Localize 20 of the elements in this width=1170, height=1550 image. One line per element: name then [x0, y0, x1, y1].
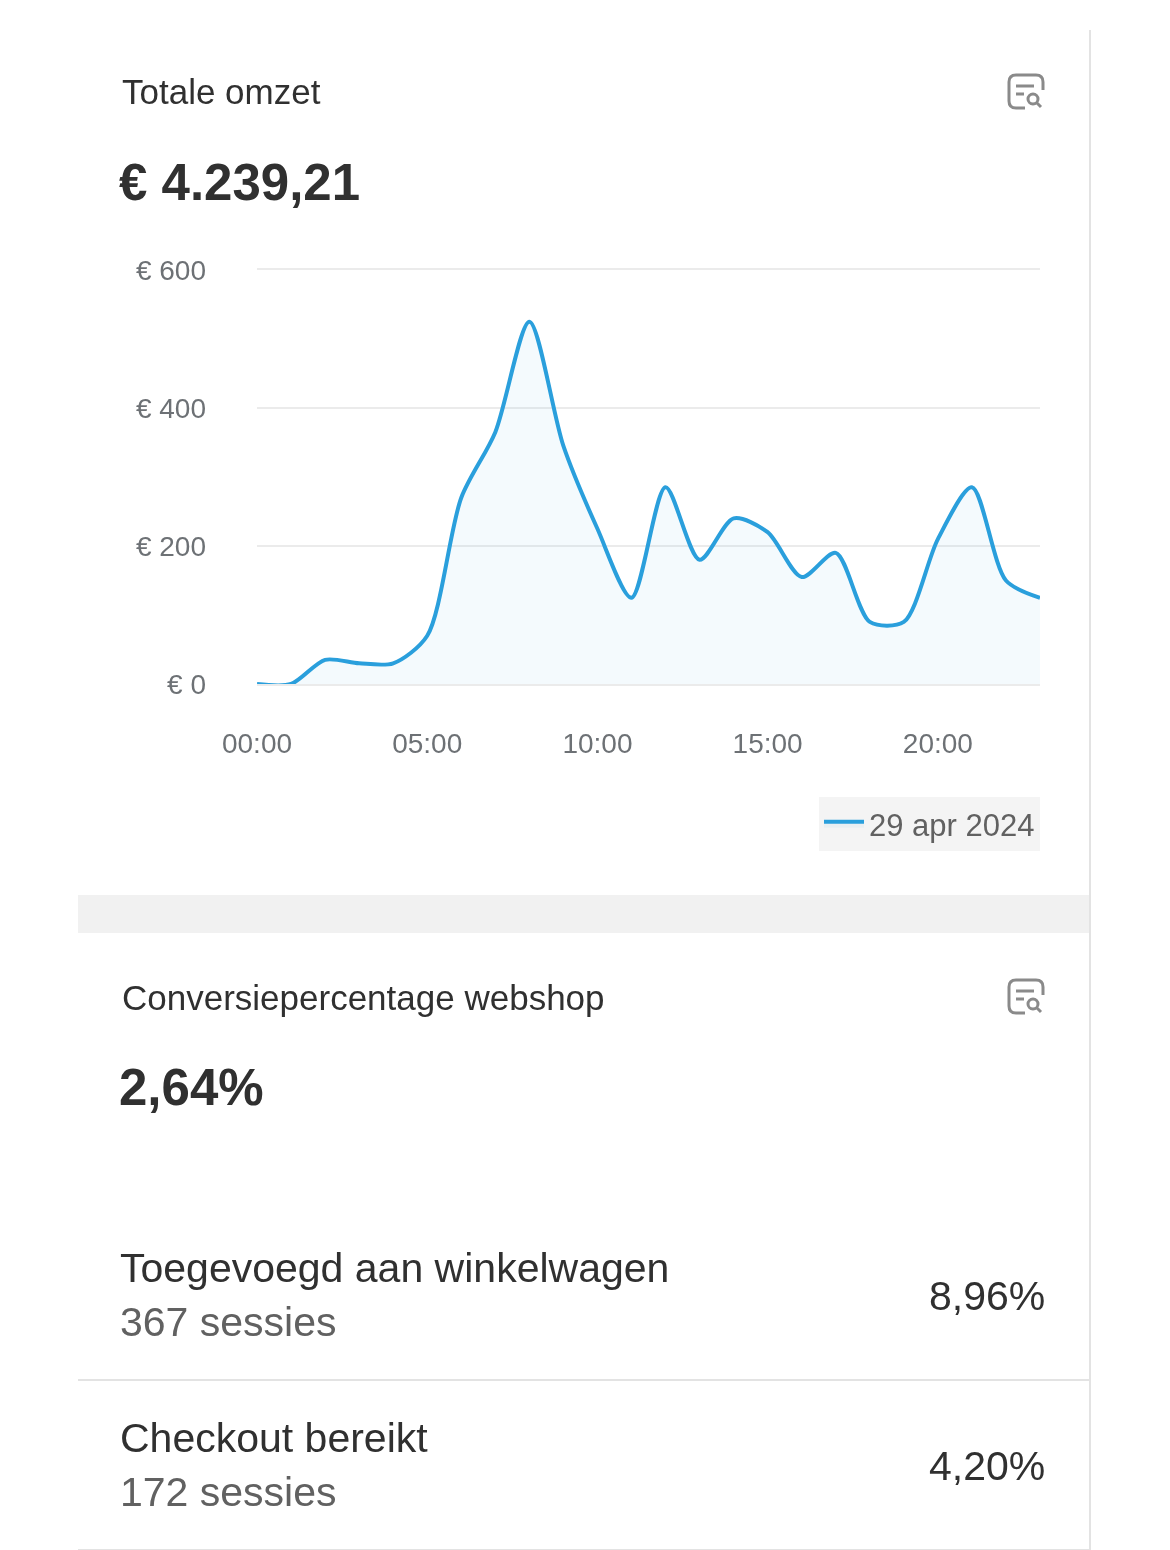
- y-tick-label: € 200: [135, 530, 206, 562]
- legend-label: 29 apr 2024: [869, 807, 1035, 843]
- x-tick-label: 05:00: [392, 727, 463, 759]
- text: Checkout bereikt: [120, 1415, 429, 1461]
- x-tick-label: 10:00: [562, 727, 633, 759]
- chart-subtitle: € 4.239,21: [119, 154, 361, 211]
- x-tick-label: 00:00: [221, 727, 293, 759]
- y-tick-label: € 400: [135, 392, 206, 424]
- text: Toegevoegd aan winkelwagen: [120, 1245, 670, 1291]
- x-tick-label: 20:00: [902, 727, 973, 759]
- text: 8,96%: [929, 1273, 1046, 1319]
- y-tick-label: € 0: [167, 668, 206, 700]
- chart-title: Totale omzet: [122, 72, 321, 111]
- text: 367 sessies: [120, 1299, 337, 1345]
- text: 2,64%: [119, 1059, 264, 1116]
- text: Conversiepercentage webshop: [122, 978, 605, 1017]
- x-tick-label: 15:00: [732, 727, 803, 759]
- y-tick-label: € 600: [135, 254, 206, 286]
- text: 172 sessies: [120, 1469, 337, 1515]
- text: 4,20%: [929, 1443, 1046, 1489]
